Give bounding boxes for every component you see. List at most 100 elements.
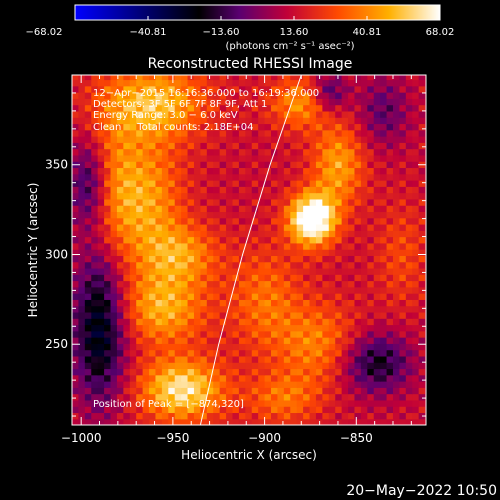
heatmap-cell <box>360 217 368 225</box>
heatmap-cell <box>283 305 291 313</box>
heatmap-cell <box>238 324 246 332</box>
heatmap-cell <box>193 280 201 288</box>
heatmap-cell <box>386 274 394 282</box>
heatmap-cell <box>303 368 311 376</box>
heatmap-cell <box>219 349 227 357</box>
heatmap-cell <box>72 418 80 425</box>
heatmap-cell <box>380 230 388 238</box>
heatmap-cell <box>226 418 234 425</box>
heatmap-cell <box>271 117 279 125</box>
heatmap-cell <box>328 142 336 150</box>
heatmap-cell <box>129 381 137 388</box>
heatmap-cell <box>123 412 131 420</box>
heatmap-cell <box>238 129 246 137</box>
heatmap-cell <box>187 318 195 326</box>
heatmap-cell <box>360 173 368 181</box>
heatmap-cell <box>380 92 388 99</box>
heatmap-cell <box>251 98 259 106</box>
heatmap-cell <box>213 299 221 307</box>
heatmap-cell <box>187 230 195 238</box>
heatmap-cell <box>226 267 234 275</box>
heatmap-cell <box>213 330 221 338</box>
heatmap-cell <box>104 337 112 344</box>
heatmap-cell <box>277 318 285 326</box>
heatmap-cell <box>84 399 92 407</box>
heatmap-cell <box>206 223 214 231</box>
heatmap-cell <box>84 242 92 250</box>
heatmap-cell <box>187 161 195 169</box>
heatmap-cell <box>174 136 182 143</box>
heatmap-cell <box>380 412 388 420</box>
heatmap-cell <box>78 154 86 162</box>
heatmap-cell <box>360 349 368 357</box>
y-tick-label: 300 <box>45 248 68 262</box>
heatmap-cell <box>161 280 169 288</box>
heatmap-cell <box>200 362 208 370</box>
heatmap-cell <box>181 274 189 282</box>
heatmap-cell <box>116 154 124 162</box>
heatmap-cell <box>238 192 246 200</box>
heatmap-cell <box>181 217 189 225</box>
heatmap-cell <box>97 274 105 282</box>
heatmap-cell <box>226 381 234 388</box>
heatmap-cell <box>386 381 394 388</box>
heatmap-cell <box>142 318 150 326</box>
heatmap-cell <box>399 374 407 382</box>
heatmap-cell <box>91 186 99 194</box>
heatmap-cell <box>399 173 407 181</box>
heatmap-cell <box>181 286 189 294</box>
heatmap-cell <box>335 255 343 263</box>
heatmap-cell <box>110 242 118 250</box>
heatmap-cell <box>226 249 234 256</box>
heatmap-cell <box>354 242 362 250</box>
heatmap-cell <box>104 192 112 200</box>
heatmap-cell <box>181 280 189 288</box>
heatmap-cell <box>373 154 381 162</box>
heatmap-cell <box>91 318 99 326</box>
heatmap-cell <box>78 406 86 414</box>
heatmap-cell <box>219 261 227 269</box>
heatmap-cell <box>271 286 279 294</box>
heatmap-cell <box>328 299 336 307</box>
heatmap-cell <box>238 136 246 143</box>
heatmap-cell <box>155 399 163 407</box>
heatmap-cell <box>335 267 343 275</box>
heatmap-cell <box>219 286 227 294</box>
heatmap-cell <box>251 330 259 338</box>
heatmap-cell <box>367 142 375 150</box>
heatmap-cell <box>386 142 394 150</box>
heatmap-cell <box>136 79 144 87</box>
heatmap-cell <box>335 355 343 363</box>
heatmap-cell <box>123 286 131 294</box>
heatmap-cell <box>392 381 400 388</box>
heatmap-cell <box>84 230 92 238</box>
heatmap-cell <box>315 123 323 131</box>
heatmap-cell <box>155 129 163 137</box>
heatmap-cell <box>380 330 388 338</box>
heatmap-cell <box>418 148 426 156</box>
heatmap-cell <box>373 374 381 382</box>
heatmap-cell <box>348 180 356 187</box>
heatmap-cell <box>206 355 214 363</box>
heatmap-cell <box>129 330 137 338</box>
heatmap-cell <box>97 104 105 112</box>
heatmap-cell <box>97 299 105 307</box>
heatmap-cell <box>161 355 169 363</box>
heatmap-cell <box>91 393 99 401</box>
heatmap-cell <box>386 349 394 357</box>
heatmap-cell <box>116 330 124 338</box>
heatmap-cell <box>168 374 176 382</box>
heatmap-cell <box>271 293 279 300</box>
heatmap-cell <box>315 381 323 388</box>
heatmap-cell <box>181 192 189 200</box>
heatmap-cell <box>168 79 176 87</box>
heatmap-cell <box>123 305 131 313</box>
heatmap-cell <box>303 192 311 200</box>
heatmap-cell <box>309 186 317 194</box>
heatmap-cell <box>367 311 375 319</box>
heatmap-cell <box>296 412 304 420</box>
heatmap-cell <box>232 293 240 300</box>
heatmap-cell <box>168 399 176 407</box>
heatmap-cell <box>226 173 234 181</box>
heatmap-cell <box>136 211 144 219</box>
